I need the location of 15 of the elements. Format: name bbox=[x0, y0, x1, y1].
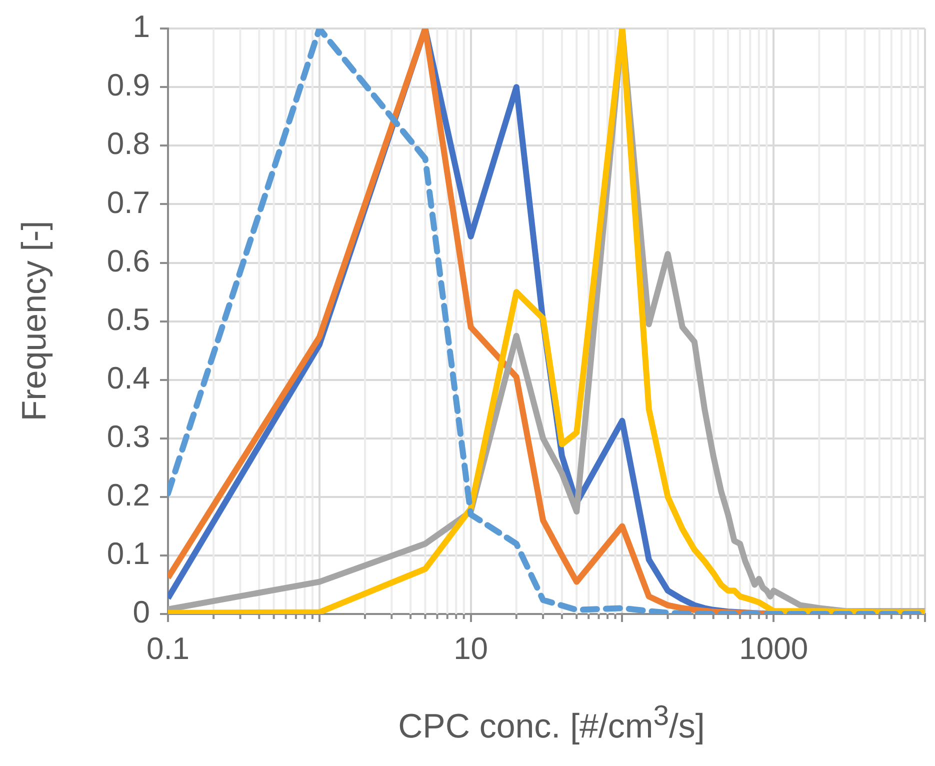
y-tick-label: 1 bbox=[132, 9, 150, 44]
y-tick-label: 0.4 bbox=[106, 360, 150, 396]
y-tick-label: 0.6 bbox=[106, 243, 150, 278]
x-tick-label: 10 bbox=[454, 631, 488, 666]
y-tick-label: 0.3 bbox=[106, 418, 150, 454]
x-axis-title: CPC conc. [#/cm$^{3}$/s] bbox=[397, 700, 706, 746]
y-tick-label: 0.1 bbox=[106, 536, 150, 572]
y-tick-label: 0.5 bbox=[106, 302, 150, 337]
x-tick-label: 1000 bbox=[739, 631, 808, 666]
y-tick-label: 0 bbox=[132, 594, 150, 630]
y-tick-label: 0.8 bbox=[106, 126, 150, 162]
y-tick-label: 0.7 bbox=[106, 184, 150, 220]
y-tick-label: 0.2 bbox=[106, 477, 150, 512]
y-tick-label: 0.9 bbox=[106, 68, 150, 103]
y-axis-title: Frequency [-] bbox=[16, 220, 54, 422]
